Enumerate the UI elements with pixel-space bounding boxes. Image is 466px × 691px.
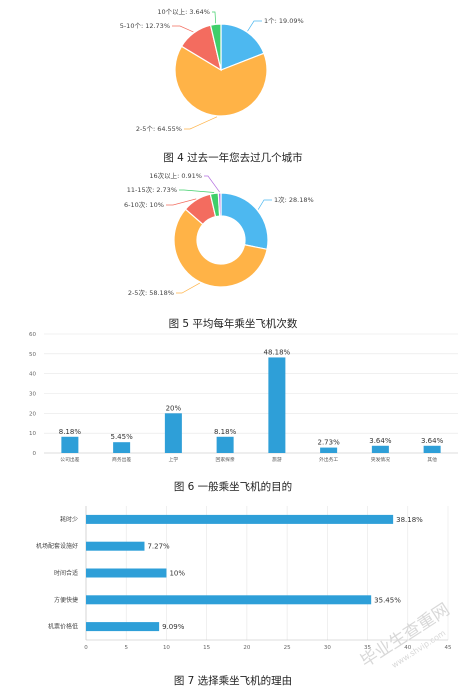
bar-value-label: 3.64% xyxy=(369,437,392,445)
bar xyxy=(86,541,145,551)
x-category-label: 公司出差 xyxy=(60,456,79,463)
y-tick-label: 30 xyxy=(29,392,36,398)
bar-value-label: 35.45% xyxy=(374,596,401,604)
slice-label-0: 1个: 19.09% xyxy=(264,17,304,25)
bar-chart-purpose: 0 10 20 30 40 50 60 8.18% 公司出差 5.45% 商务出差 20% 上学 8.18… xyxy=(29,332,458,463)
y-tick-label: 10 xyxy=(29,431,36,437)
bar xyxy=(371,445,389,453)
slice-label-3: 10个以上: 3.64% xyxy=(157,7,210,16)
slice-label-1: 2-5个: 64.55% xyxy=(136,125,182,133)
bar xyxy=(164,413,182,453)
bar xyxy=(423,445,441,453)
x-tick-label: 25 xyxy=(284,645,291,651)
x-tick-label: 35 xyxy=(364,645,371,651)
y-category-label: 机场配套设施好 xyxy=(36,542,78,550)
x-category-label: 外出务工 xyxy=(319,456,338,463)
x-category-label: 商务出差 xyxy=(112,456,131,463)
y-tick-label: 20 xyxy=(29,411,36,417)
pie-slice-0 xyxy=(220,23,265,71)
donut-chart-flights: 1次: 28.18% 2-5次: 58.18% 6-10次: 10% 11-15次: … xyxy=(124,171,314,297)
pie-chart-cities: 1个: 19.09% 2-5个: 64.55% 5-10个: 12.73% 10个以上… xyxy=(120,7,304,133)
leader-line-0 xyxy=(257,199,272,210)
bar-value-label: 5.45% xyxy=(111,433,134,441)
leader-line-0 xyxy=(247,20,262,32)
slice-label-4: 16次以上: 0.91% xyxy=(149,171,202,180)
leader-line-3 xyxy=(179,189,215,193)
caption-figure-5: 图 5 平均每年乘坐飞机次数 xyxy=(169,317,298,330)
bar-value-label: 9.09% xyxy=(162,623,185,631)
y-category-label: 方便快捷 xyxy=(54,596,78,604)
bar-chart-reasons: 0 5 10 15 20 25 30 35 40 45 38.18% 耗时少 7.27% 机场配套设施好 1… xyxy=(36,506,452,651)
bar-value-label: 8.18% xyxy=(59,428,82,436)
caption-figure-7: 图 7 选择乘坐飞机的理由 xyxy=(174,674,292,687)
bar xyxy=(320,447,338,453)
bar xyxy=(86,514,394,524)
bar xyxy=(268,357,286,453)
pie-slice-1 xyxy=(174,45,268,117)
x-category-label: 旅游 xyxy=(272,456,282,463)
x-category-label: 回家探亲 xyxy=(216,456,235,463)
bar xyxy=(86,568,167,578)
x-category-label: 上学 xyxy=(169,456,179,463)
bar xyxy=(113,442,131,453)
y-tick-label: 40 xyxy=(29,372,36,378)
bar-value-label: 38.18% xyxy=(396,516,423,524)
bar-value-label: 10% xyxy=(169,570,185,578)
x-tick-label: 45 xyxy=(445,645,452,651)
x-tick-label: 20 xyxy=(243,645,250,651)
pie-slice-4 xyxy=(217,192,222,217)
bar-value-label: 20% xyxy=(166,404,182,412)
x-tick-label: 40 xyxy=(404,645,411,651)
bar-value-label: 8.18% xyxy=(214,428,237,436)
watermark: 毕业生查重网 www.shvip.com xyxy=(357,600,453,672)
bar xyxy=(86,622,160,632)
pie-slice-1 xyxy=(173,208,268,288)
bar xyxy=(216,436,234,453)
leader-line-1 xyxy=(184,116,218,130)
x-tick-label: 30 xyxy=(324,645,331,651)
slice-label-1: 2-5次: 58.18% xyxy=(128,288,174,297)
x-tick-label: 0 xyxy=(84,645,88,651)
leader-line-2 xyxy=(172,25,194,33)
y-category-label: 机票价格低 xyxy=(48,623,78,631)
y-tick-label: 60 xyxy=(29,332,36,338)
x-category-label: 突发情况 xyxy=(371,456,390,463)
leader-line-2 xyxy=(166,198,197,206)
slice-label-2: 5-10个: 12.73% xyxy=(120,22,170,30)
pie-slice-3 xyxy=(209,23,222,71)
bar-value-label: 48.18% xyxy=(264,348,291,356)
y-category-label: 时间合适 xyxy=(54,569,78,577)
y-tick-label: 50 xyxy=(29,352,36,358)
bar xyxy=(61,436,79,453)
bar-value-label: 3.64% xyxy=(421,437,444,445)
caption-figure-6: 图 6 一般乘坐飞机的目的 xyxy=(174,480,292,493)
x-tick-label: 5 xyxy=(124,645,128,651)
bar-value-label: 2.73% xyxy=(318,439,341,447)
x-tick-label: 15 xyxy=(203,645,210,651)
slice-label-3: 11-15次: 2.73% xyxy=(127,185,177,194)
leader-line-4 xyxy=(204,175,220,193)
caption-figure-4: 图 4 过去一年您去过几个城市 xyxy=(163,151,302,164)
slice-label-2: 6-10次: 10% xyxy=(124,200,164,209)
leader-line-3 xyxy=(212,11,216,24)
pie-slice-0 xyxy=(220,192,269,251)
y-tick-label: 0 xyxy=(33,451,37,457)
slice-label-0: 1次: 28.18% xyxy=(274,195,314,204)
leader-line-1 xyxy=(176,282,200,294)
y-category-label: 耗时少 xyxy=(60,515,78,523)
x-tick-label: 10 xyxy=(163,645,170,651)
bar-value-label: 7.27% xyxy=(147,543,170,551)
x-category-label: 其他 xyxy=(427,456,437,463)
bar xyxy=(86,595,372,605)
